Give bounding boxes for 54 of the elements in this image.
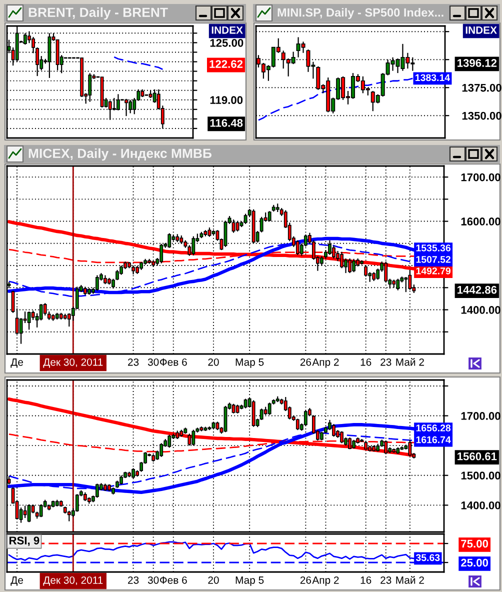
data-label: 1507.52 bbox=[416, 256, 450, 263]
x-tick-label: 23 bbox=[128, 358, 139, 366]
x-tick-label: Де bbox=[10, 576, 23, 586]
x-tick-label: Май 2 bbox=[396, 358, 424, 366]
y-tick-label: 119.00 bbox=[210, 96, 243, 104]
y-tick-label: 1400.00 bbox=[461, 306, 500, 314]
text: 122.62 bbox=[210, 60, 243, 68]
x-tick-label: 30 bbox=[148, 358, 159, 366]
text: 1396.12 bbox=[458, 59, 497, 67]
y-tick-label: 25.00 bbox=[461, 558, 488, 567]
y-axis-title: INDEX bbox=[466, 26, 497, 34]
data-label: 1616.74 bbox=[416, 436, 451, 444]
x-tick-label: 26 bbox=[300, 358, 312, 366]
x-tick-label: 16 bbox=[360, 358, 372, 366]
x-tick-label: 23 bbox=[380, 576, 392, 584]
y-axis-title: INDEX bbox=[212, 26, 243, 34]
data-label: 1656.28 bbox=[416, 424, 451, 432]
x-tick-label: 30 bbox=[148, 576, 159, 584]
x-tick-label: Дек 30, 2011 bbox=[43, 576, 103, 586]
chart-title: MINI.SP, Daily - SP500 Index... bbox=[278, 8, 444, 20]
y-tick-label: 1400.00 bbox=[461, 501, 500, 510]
x-tick-label: Мар 5 bbox=[236, 358, 264, 368]
x-tick-label: Апр 2 bbox=[312, 358, 339, 368]
x-tick-label: Дек 30, 2011 bbox=[43, 358, 103, 368]
x-tick-label: Фев 6 bbox=[160, 358, 187, 366]
text: 1560.61 bbox=[458, 452, 497, 460]
data-label: 1535.36 bbox=[416, 244, 451, 252]
x-tick-label: Фев 6 bbox=[160, 576, 187, 584]
y-tick-label: 1600.00 bbox=[461, 218, 500, 226]
x-tick-label: Апр 2 bbox=[312, 576, 339, 586]
y-tick-label: 1500.00 bbox=[461, 472, 500, 480]
x-tick-label: 23 bbox=[380, 358, 392, 366]
chart-title: MICEX, Daily - Индекс ММВБ bbox=[28, 148, 212, 161]
y-tick-label: 75.00 bbox=[461, 540, 488, 548]
text: 116.48 bbox=[210, 119, 243, 127]
chart-title: BRENT, Daily - BRENT bbox=[28, 7, 168, 20]
x-tick-label: Мар 5 bbox=[236, 576, 264, 586]
data-label: 1383.14 bbox=[416, 74, 450, 82]
y-tick-label: 1700.00 bbox=[461, 173, 500, 182]
x-tick-label: 20 bbox=[208, 358, 219, 366]
text: 1442.86 bbox=[458, 286, 497, 294]
y-tick-label: 1350.00 bbox=[462, 112, 502, 120]
y-tick-label: 125.00 bbox=[210, 38, 244, 47]
x-tick-label: 20 bbox=[208, 576, 219, 584]
data-label: 35.63 bbox=[416, 554, 440, 562]
x-tick-label: Май 2 bbox=[396, 576, 424, 584]
y-tick-label: 1700.00 bbox=[461, 412, 500, 420]
chart-title: RSI, 9 bbox=[9, 536, 40, 546]
x-tick-label: 23 bbox=[128, 576, 139, 584]
data-label: 1492.79 bbox=[416, 267, 451, 274]
x-tick-label: 16 bbox=[360, 576, 372, 584]
y-tick-label: 1375.00 bbox=[462, 84, 502, 92]
x-tick-label: Де bbox=[10, 358, 23, 368]
x-tick-label: 26 bbox=[300, 576, 312, 584]
